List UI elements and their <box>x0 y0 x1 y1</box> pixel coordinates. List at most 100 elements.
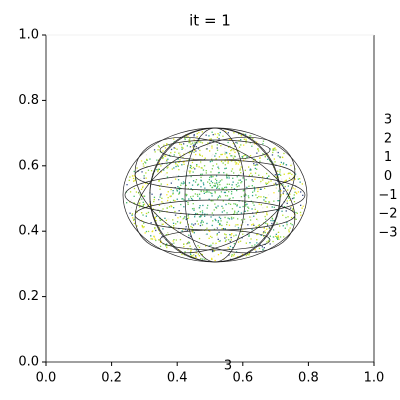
scatter-point <box>243 195 246 197</box>
scatter-point <box>189 167 191 169</box>
scatter-point <box>216 136 219 139</box>
scatter-point <box>239 206 241 208</box>
scatter-point <box>176 221 179 223</box>
scatter-point <box>162 223 164 225</box>
scatter-point <box>154 151 156 153</box>
scatter-point <box>179 143 181 145</box>
scatter-point <box>150 238 152 240</box>
scatter-point <box>205 134 207 136</box>
scatter-point <box>230 155 232 157</box>
scatter-point <box>155 212 157 215</box>
scatter-point <box>166 183 169 186</box>
scatter-point <box>225 151 227 154</box>
scatter-point <box>249 142 252 144</box>
scatter-point <box>272 151 274 154</box>
scatter-point <box>181 148 183 150</box>
scatter-point <box>183 161 185 163</box>
scatter-point <box>230 236 232 239</box>
y-tick-label: 0.8 <box>18 93 39 108</box>
scatter-point <box>190 198 193 200</box>
scatter-point <box>201 254 203 256</box>
scatter-point <box>142 185 144 187</box>
scatter-point <box>216 149 219 151</box>
scatter-point <box>256 242 258 244</box>
z-tick-label: 0 <box>384 169 392 184</box>
scatter-point <box>280 161 282 164</box>
scatter-point <box>221 188 223 190</box>
scatter-point <box>204 187 206 189</box>
scatter-point <box>173 227 175 230</box>
scatter-point <box>214 250 216 252</box>
scatter-point <box>245 242 247 244</box>
scatter-point <box>176 234 178 236</box>
z-tick-label: 2 <box>384 131 392 146</box>
scatter-point <box>269 160 272 163</box>
scatter-point <box>195 252 197 254</box>
scatter-point <box>178 161 180 163</box>
scatter-point <box>138 206 141 208</box>
scatter-point <box>251 208 253 210</box>
scatter-point <box>231 255 233 257</box>
scatter-point <box>147 169 150 171</box>
scatter-point <box>194 248 196 250</box>
scatter-point <box>265 182 267 184</box>
scatter-point <box>162 156 164 159</box>
scatter-point <box>291 224 293 226</box>
scatter-point <box>166 172 168 174</box>
scatter-point <box>153 235 155 237</box>
scatter-point <box>183 246 185 248</box>
scatter-point <box>259 182 262 184</box>
scatter-point <box>267 158 269 160</box>
scatter-point <box>274 174 276 176</box>
scatter-point <box>269 159 271 162</box>
scatter-point <box>192 231 194 233</box>
scatter-point <box>192 171 194 173</box>
scatter-point <box>175 239 177 241</box>
scatter-point <box>247 206 249 208</box>
scatter-point <box>170 188 172 191</box>
scatter-point <box>269 243 271 245</box>
scatter-point <box>133 187 136 190</box>
scatter-point <box>166 200 168 203</box>
scatter-point <box>252 137 254 140</box>
scatter-point <box>126 202 128 204</box>
scatter-point <box>155 239 157 242</box>
scatter-point <box>267 240 270 242</box>
scatter-point <box>209 176 211 179</box>
scatter-point <box>224 237 226 239</box>
scatter-point <box>202 169 205 171</box>
scatter-point <box>224 240 227 243</box>
scatter-point <box>156 169 158 171</box>
scatter-point <box>140 160 143 162</box>
scatter-point <box>273 192 275 194</box>
scatter-point <box>229 153 231 155</box>
scatter-point <box>274 235 277 237</box>
scatter-point <box>134 179 136 182</box>
x3d-tick-label: 3 <box>224 359 232 374</box>
scatter-point <box>219 184 221 186</box>
scatter-point <box>214 203 216 205</box>
scatter-point <box>149 167 152 170</box>
scatter-point <box>201 219 203 222</box>
scatter-point <box>190 249 192 252</box>
scatter-point <box>237 182 239 184</box>
scatter-point <box>228 248 231 250</box>
scatter-point <box>158 199 160 201</box>
scatter-point <box>293 194 295 196</box>
scatter-point <box>257 224 260 227</box>
scatter-point <box>245 138 247 140</box>
scatter-point <box>289 193 291 195</box>
scatter-point <box>273 163 275 165</box>
scatter-point <box>253 186 255 188</box>
scatter-point <box>279 171 281 173</box>
scatter-point <box>157 171 159 173</box>
scatter-point <box>213 228 216 230</box>
scatter-point <box>257 220 259 222</box>
scatter-point <box>214 259 216 262</box>
scatter-point <box>232 142 235 145</box>
scatter-point <box>172 192 174 194</box>
scatter-point <box>258 195 260 198</box>
scatter-point <box>265 218 267 220</box>
scatter-point <box>191 167 193 170</box>
scatter-point <box>208 245 210 247</box>
